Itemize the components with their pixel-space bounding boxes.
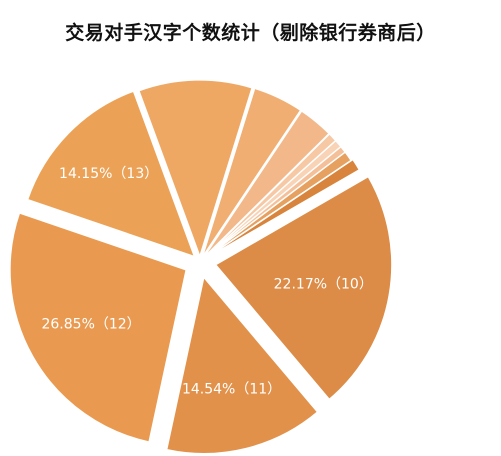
pie-slice-5 [138, 79, 253, 258]
slice-label-1: 22.17%（10） [274, 277, 373, 293]
pie-slice-7 [203, 110, 330, 258]
pie-slice-12 [206, 158, 361, 259]
slice-label-4: 14.15%（13） [59, 166, 158, 182]
slice-label-2: 14.54%（11） [182, 382, 281, 398]
pie-slice-4 [26, 90, 196, 258]
pie-slice-2 [166, 276, 319, 455]
pie-slice-3 [9, 212, 187, 443]
pie-slice-1 [214, 175, 393, 401]
chart-title: 交易对手汉字个数统计（剔除银行券商后） [65, 22, 436, 44]
pie-slice-6 [202, 87, 302, 257]
slice-label-3: 26.85%（12） [41, 317, 140, 333]
